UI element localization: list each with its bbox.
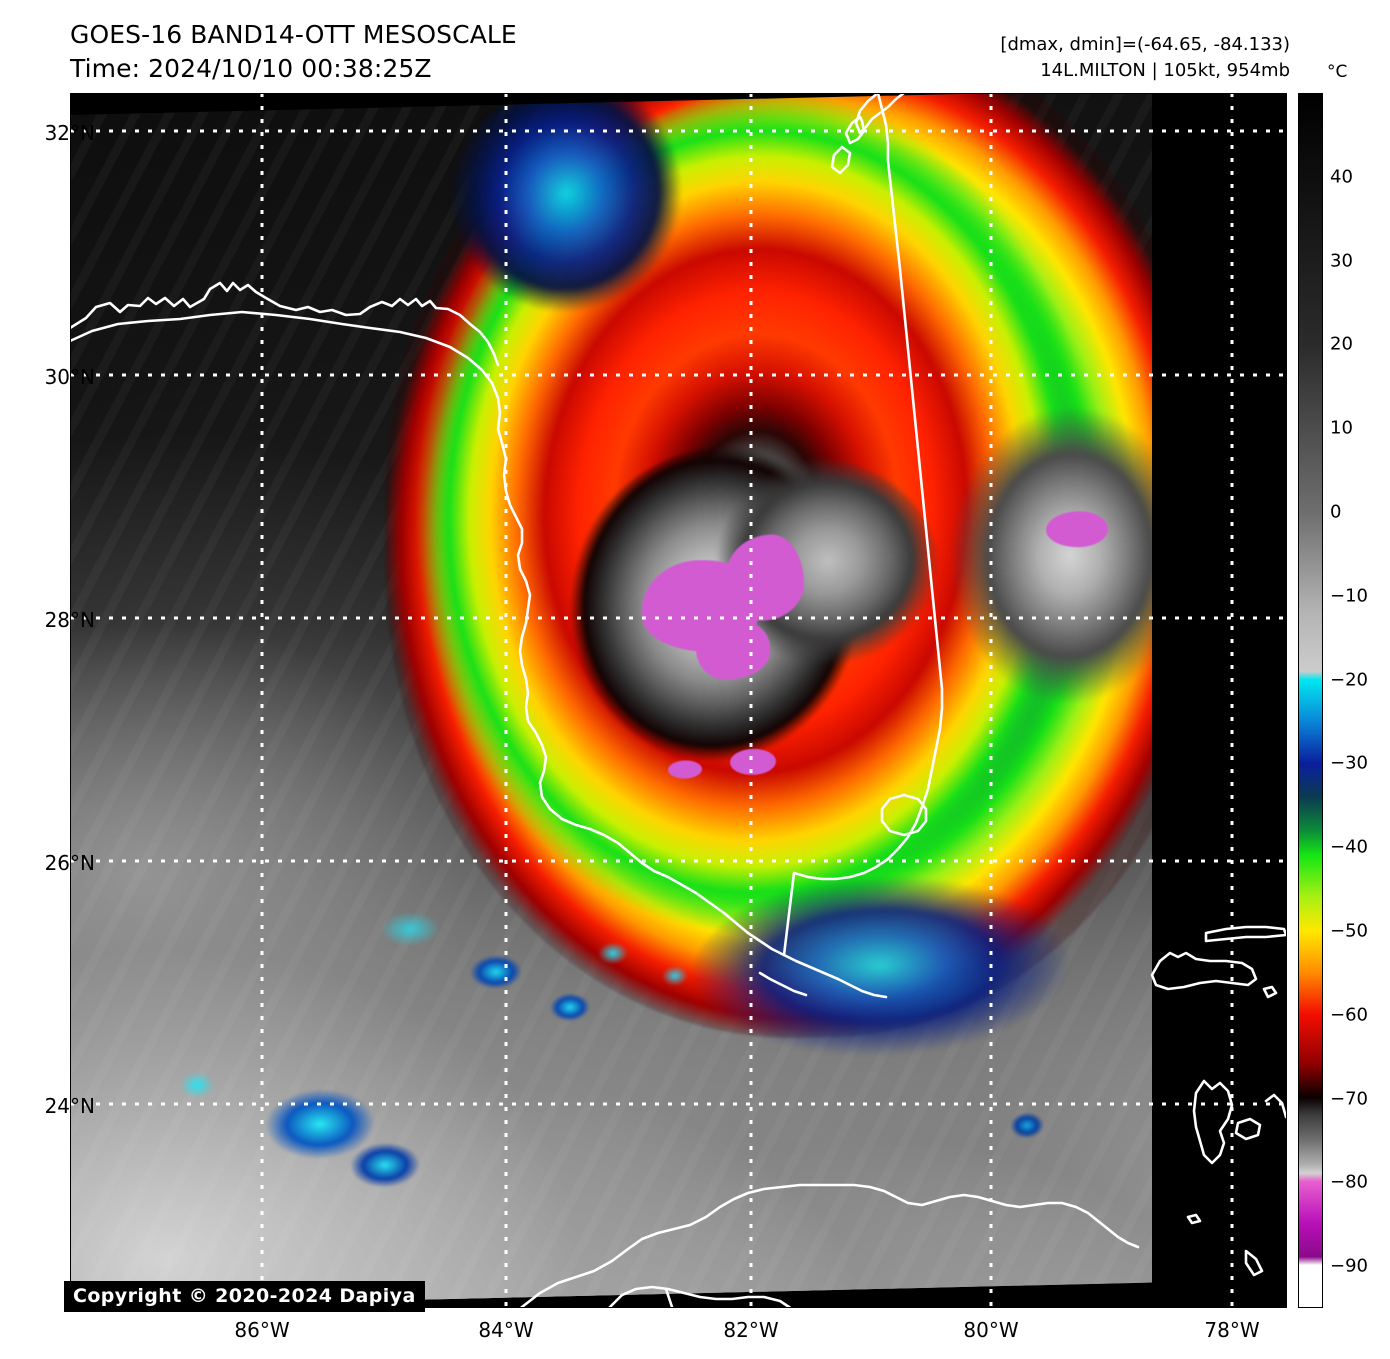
- colorbar-tick-label: 10: [1330, 417, 1353, 439]
- ytick-label: 26°N: [44, 851, 95, 875]
- colorbar-tick-label: 20: [1330, 333, 1353, 355]
- swath-inner: [70, 93, 1152, 1308]
- colorbar: [1298, 93, 1323, 1308]
- colorbar-tick-label: 0: [1330, 501, 1342, 523]
- timestamp: Time: 2024/10/10 00:38:25Z: [70, 54, 432, 83]
- bahamas-cay-small-2: [1186, 1213, 1202, 1225]
- storm-info-label: 14L.MILTON | 105kt, 954mb: [1040, 60, 1290, 81]
- bahamas-new-providence: [1234, 1117, 1262, 1141]
- ytick-label: 30°N: [44, 365, 95, 389]
- colorbar-tick-label: −60: [1330, 1004, 1368, 1026]
- xtick-label: 86°W: [234, 1318, 290, 1342]
- bahamas-andros: [1192, 1079, 1234, 1165]
- figure-title-block: GOES-16 BAND14-OTT MESOSCALE Time: 2024/…: [70, 18, 517, 86]
- colorbar-gradient: [1299, 94, 1322, 1307]
- copyright-banner: Copyright © 2020-2024 Dapiya: [64, 1281, 425, 1312]
- bahamas-abaco: [1150, 951, 1258, 991]
- bahamas-cay-small-1: [1244, 1249, 1264, 1277]
- bahamas-small-cay: [1262, 985, 1278, 999]
- colorbar-tick-label: 30: [1330, 250, 1353, 272]
- colorbar-tick-label: −90: [1330, 1255, 1368, 1277]
- ytick-label: 32°N: [44, 121, 95, 145]
- bahamas-grand-bahama: [1204, 925, 1287, 943]
- page-title: GOES-16 BAND14-OTT MESOSCALE: [70, 20, 517, 49]
- colorbar-tick-label: −30: [1330, 752, 1368, 774]
- colorbar-tick-label: 40: [1330, 166, 1353, 188]
- xtick-label: 80°W: [963, 1318, 1019, 1342]
- bahamas-eleuthera: [1264, 1093, 1287, 1119]
- satellite-data-swath: [70, 93, 1152, 1308]
- colorbar-unit-label: °C: [1327, 62, 1348, 82]
- colorbar-tick-label: −40: [1330, 836, 1368, 858]
- colorbar-tick-label: −10: [1330, 585, 1368, 607]
- colorbar-tick-label: −70: [1330, 1088, 1368, 1110]
- colorbar-tick-label: −20: [1330, 669, 1368, 691]
- xtick-label: 78°W: [1204, 1318, 1260, 1342]
- overshooting-top-blob: [726, 533, 804, 622]
- xtick-label: 82°W: [723, 1318, 779, 1342]
- colorbar-tick-label: −80: [1330, 1171, 1368, 1193]
- ytick-label: 28°N: [44, 608, 95, 632]
- dmax-dmin-label: [dmax, dmin]=(-64.65, -84.133): [1000, 34, 1290, 55]
- colorbar-tick-label: −50: [1330, 920, 1368, 942]
- map-plot-area: [70, 93, 1287, 1308]
- ytick-label: 24°N: [44, 1094, 95, 1118]
- xtick-label: 84°W: [478, 1318, 534, 1342]
- figure-metadata-block: [dmax, dmin]=(-64.65, -84.133) 14L.MILTO…: [1000, 32, 1290, 84]
